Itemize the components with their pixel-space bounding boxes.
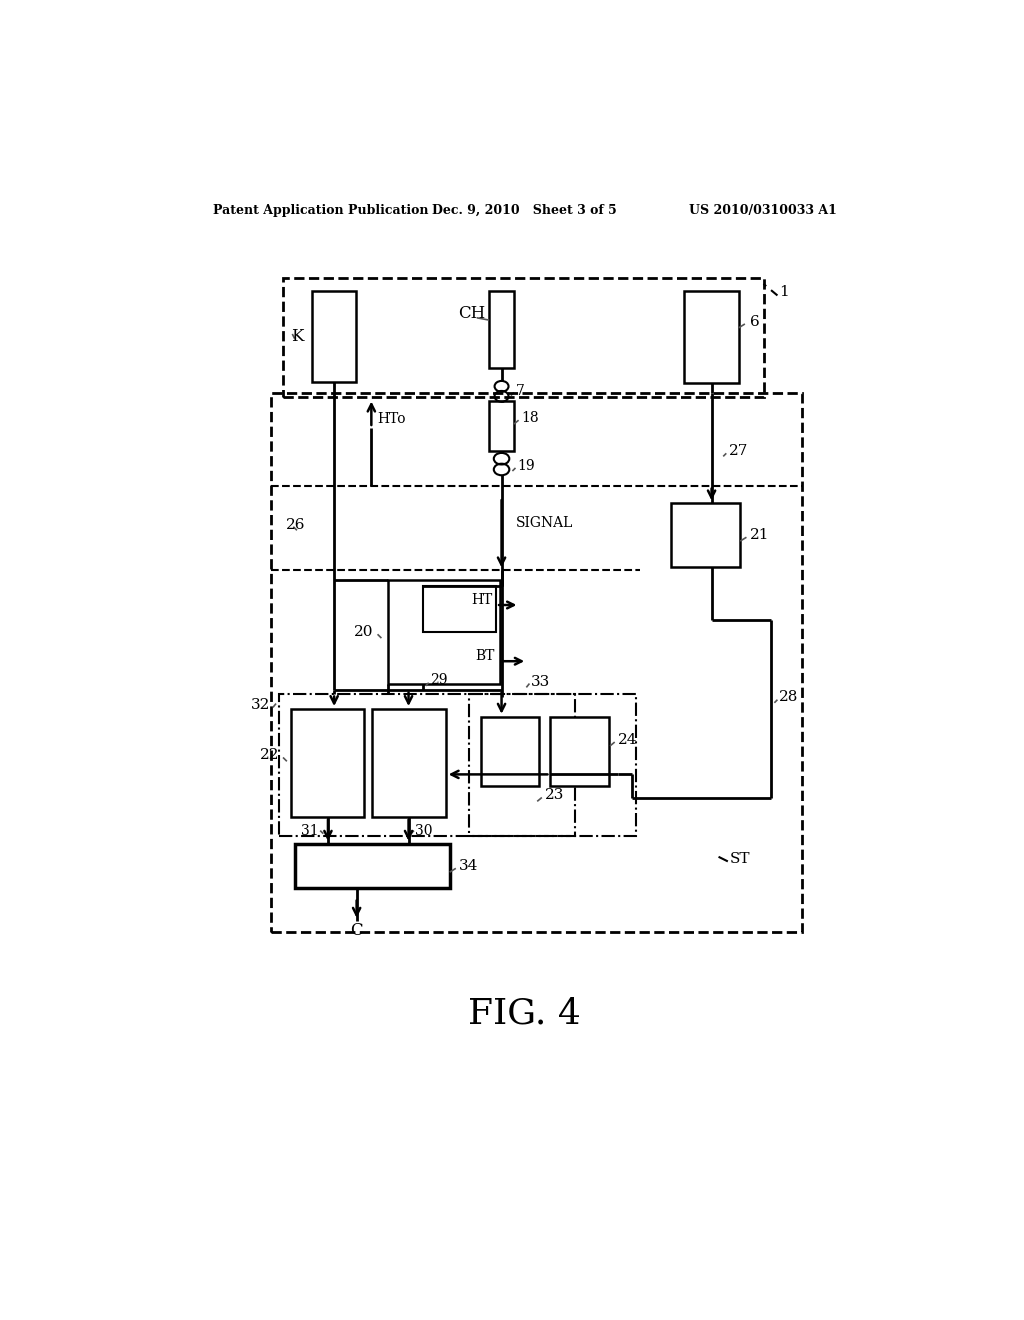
Text: 27: 27	[729, 444, 748, 458]
Bar	[489, 401, 514, 451]
Text: Dec. 9, 2010   Sheet 3 of 5: Dec. 9, 2010 Sheet 3 of 5	[432, 205, 617, 218]
Bar	[550, 717, 608, 785]
Text: FIG. 4: FIG. 4	[468, 997, 582, 1030]
Text: 31: 31	[301, 824, 318, 838]
Bar	[489, 290, 514, 368]
Text: 33: 33	[531, 675, 550, 689]
Text: 32: 32	[251, 698, 270, 711]
Bar	[671, 503, 740, 566]
Bar	[271, 393, 802, 932]
Text: 28: 28	[779, 690, 799, 705]
Bar	[291, 709, 365, 817]
Text: C: C	[350, 923, 362, 940]
Bar	[295, 843, 450, 888]
Bar	[388, 581, 500, 684]
Text: Patent Application Publication: Patent Application Publication	[213, 205, 429, 218]
Bar	[311, 290, 356, 381]
Text: 18: 18	[521, 411, 540, 425]
Bar	[469, 693, 636, 836]
Text: 29: 29	[430, 673, 447, 688]
Text: 1: 1	[779, 285, 788, 298]
Text: CH: CH	[459, 305, 485, 322]
Text: HT: HT	[471, 593, 493, 607]
Text: 26: 26	[286, 517, 305, 532]
Text: 20: 20	[354, 624, 374, 639]
Text: SIGNAL: SIGNAL	[515, 516, 572, 529]
Text: K: K	[292, 327, 304, 345]
Bar	[480, 717, 539, 785]
Text: 24: 24	[617, 733, 637, 747]
Text: BT: BT	[475, 649, 495, 663]
Bar	[684, 290, 738, 383]
Bar	[280, 693, 575, 836]
Bar	[423, 586, 496, 632]
Bar	[372, 709, 445, 817]
Text: 30: 30	[415, 824, 432, 838]
Text: 34: 34	[459, 859, 478, 873]
Text: ST: ST	[730, 853, 751, 866]
Text: 6: 6	[750, 314, 760, 329]
Text: 23: 23	[545, 788, 564, 803]
Text: HTo: HTo	[378, 412, 407, 425]
Text: US 2010/0310033 A1: US 2010/0310033 A1	[689, 205, 838, 218]
Bar	[283, 277, 764, 397]
Text: 19: 19	[517, 459, 535, 474]
Text: 22: 22	[260, 748, 280, 762]
Text: 21: 21	[750, 528, 769, 543]
Text: 7: 7	[515, 384, 524, 397]
